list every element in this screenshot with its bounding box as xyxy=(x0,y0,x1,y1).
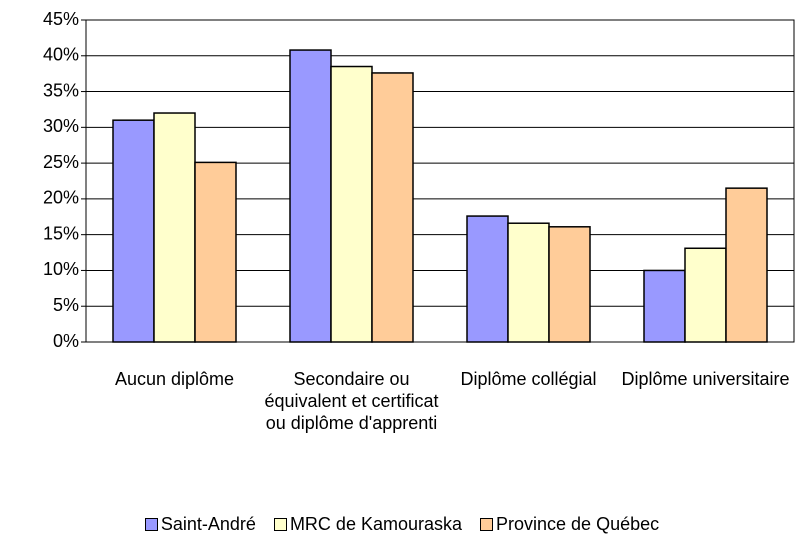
legend-label: Saint-André xyxy=(160,514,256,534)
bar xyxy=(330,65,373,343)
bar xyxy=(153,112,196,343)
legend-item: MRC de Kamouraska xyxy=(273,514,463,535)
x-tick-label: Secondaire ou équivalent et certificat o… xyxy=(264,369,439,433)
bar xyxy=(466,215,509,343)
y-tick-label: 15% xyxy=(43,223,79,243)
y-tick-label: 0% xyxy=(53,331,79,351)
legend-label: Province de Québec xyxy=(496,514,660,534)
bar xyxy=(684,247,727,343)
legend-item: Saint-André xyxy=(144,514,256,535)
swatch xyxy=(480,518,494,531)
y-tick-label: 5% xyxy=(53,295,79,315)
bar xyxy=(194,161,237,343)
y-tick-label: 45% xyxy=(43,9,79,29)
legend-item: Province de Québec xyxy=(480,514,659,535)
y-tick-label: 40% xyxy=(43,45,79,65)
bar xyxy=(371,72,414,343)
plot-frame xyxy=(85,19,795,343)
bar xyxy=(643,269,686,343)
x-tick-label: Diplôme universitaire xyxy=(621,369,790,389)
y-tick-label: 30% xyxy=(43,116,79,136)
y-tick-label: 20% xyxy=(43,188,79,208)
bar xyxy=(289,49,332,343)
x-tick-label: Aucun diplôme xyxy=(114,369,235,389)
x-tick-label: Diplôme collégial xyxy=(460,369,597,389)
bar xyxy=(548,226,591,343)
swatch xyxy=(144,518,158,531)
y-tick-label: 35% xyxy=(43,80,79,100)
legend: Saint-André MRC de Kamouraska Province de … xyxy=(0,514,804,535)
bar xyxy=(725,187,768,343)
y-tick-label: 25% xyxy=(43,152,79,172)
bar xyxy=(507,222,550,343)
bar xyxy=(112,119,155,343)
legend-label: MRC de Kamouraska xyxy=(289,514,463,534)
y-tick-label: 10% xyxy=(43,259,79,279)
swatch xyxy=(273,518,287,531)
